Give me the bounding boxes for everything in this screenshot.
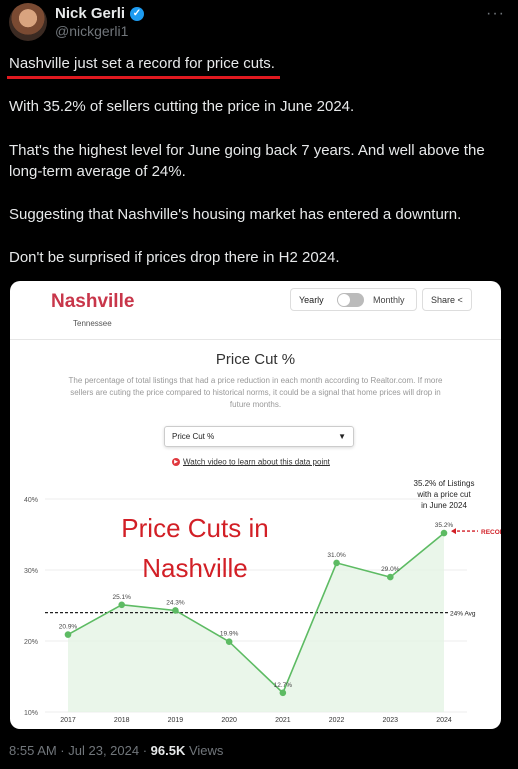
area-fill xyxy=(68,533,444,712)
headline-underline xyxy=(7,76,280,79)
avatar[interactable] xyxy=(9,3,47,41)
y-tick-label: 10% xyxy=(24,710,38,717)
y-tick-label: 40% xyxy=(24,497,38,504)
share-icon: < xyxy=(457,295,463,305)
author-handle[interactable]: @nickgerli1 xyxy=(55,23,129,39)
chart-card-image[interactable]: Nashville Tennessee Yearly Monthly Share… xyxy=(10,281,501,729)
data-point xyxy=(333,559,340,567)
tweet-footer: 8:55 AM · Jul 23, 2024 · 96.5K Views xyxy=(9,743,223,758)
data-label: 25.1% xyxy=(112,594,131,601)
data-point xyxy=(225,638,233,646)
period-toggle[interactable]: Yearly Monthly xyxy=(290,288,417,311)
tweet-header: Nick Gerli ✓ @nickgerli1 ··· xyxy=(9,3,509,45)
x-tick-label: 2019 xyxy=(168,717,184,724)
tweet-paragraph: That's the highest level for June going … xyxy=(9,142,485,180)
toggle-knob xyxy=(338,294,350,306)
chevron-down-icon: ▼ xyxy=(338,432,346,441)
data-point xyxy=(118,601,126,609)
data-label: 20.9% xyxy=(59,624,78,631)
overlay-annotation: Nashville xyxy=(142,553,248,583)
data-label: 29.0% xyxy=(381,566,400,573)
record-label: RECORD xyxy=(481,529,501,536)
price-cut-chart: 10% 20% 30% 40% 24% Avg 20.9% 25.1% 24.3% 19.9% 1… xyxy=(24,479,501,724)
chart-description: The percentage of total listings that ha… xyxy=(68,376,443,409)
verified-badge-icon: ✓ xyxy=(130,7,144,21)
x-tick-label: 2018 xyxy=(114,717,130,724)
tweet-timestamp[interactable]: 8:55 AM · Jul 23, 2024 · xyxy=(9,743,151,758)
average-label: 24% Avg xyxy=(450,611,476,618)
views-count: 96.5K xyxy=(150,743,186,758)
data-label: 24.3% xyxy=(166,599,185,606)
callout-text: in June 2024 xyxy=(421,501,467,510)
toggle-switch[interactable] xyxy=(337,293,364,307)
author-name[interactable]: Nick Gerli xyxy=(55,5,126,22)
tweet-paragraph: With 35.2% of sellers cutting the price … xyxy=(9,98,355,115)
card-city-title: Nashville xyxy=(51,291,135,312)
metric-select-value: Price Cut % xyxy=(172,432,215,441)
more-options-icon[interactable]: ··· xyxy=(486,5,505,22)
monthly-label: Monthly xyxy=(373,295,405,305)
y-tick-label: 20% xyxy=(24,639,38,646)
video-link-text: Watch video to learn about this data poi… xyxy=(183,457,330,467)
x-tick-label: 2021 xyxy=(275,717,291,724)
views-label: Views xyxy=(185,743,224,758)
x-tick-label: 2020 xyxy=(221,717,237,724)
x-tick-label: 2024 xyxy=(436,717,452,724)
data-point xyxy=(386,573,394,581)
series-line xyxy=(67,532,445,695)
play-icon: ▶ xyxy=(172,457,180,466)
metric-select[interactable]: Price Cut % ▼ xyxy=(164,426,354,447)
data-label: 35.2% xyxy=(435,522,454,529)
x-tick-label: 2022 xyxy=(329,717,345,724)
x-tick-label: 2017 xyxy=(60,717,76,724)
card-state-subtitle: Tennessee xyxy=(73,319,112,328)
tweet-paragraph: Suggesting that Nashville's housing mark… xyxy=(9,206,462,223)
data-label: 31.0% xyxy=(327,552,346,559)
video-link[interactable]: ▶ Watch video to learn about this data po… xyxy=(172,457,330,466)
data-label: 12.7% xyxy=(274,682,293,689)
data-point xyxy=(64,631,72,638)
y-tick-label: 30% xyxy=(24,568,38,575)
share-label: Share xyxy=(431,295,456,305)
data-point xyxy=(440,529,448,537)
callout-text: with a price cut xyxy=(416,490,471,499)
card-divider xyxy=(10,339,501,340)
data-label: 19.9% xyxy=(220,631,239,638)
yearly-label: Yearly xyxy=(299,295,324,305)
record-arrowhead xyxy=(451,528,456,535)
x-tick-label: 2023 xyxy=(382,717,398,724)
tweet-paragraph: Don't be surprised if prices drop there … xyxy=(9,249,340,266)
data-point xyxy=(172,607,179,614)
overlay-annotation: Price Cuts in xyxy=(121,513,268,543)
share-button[interactable]: Share < xyxy=(422,288,472,311)
callout-text: 35.2% of Listings xyxy=(414,479,475,488)
data-point xyxy=(279,689,287,697)
chart-title: Price Cut % xyxy=(215,351,296,368)
tweet-headline: Nashville just set a record for price cu… xyxy=(9,55,275,72)
